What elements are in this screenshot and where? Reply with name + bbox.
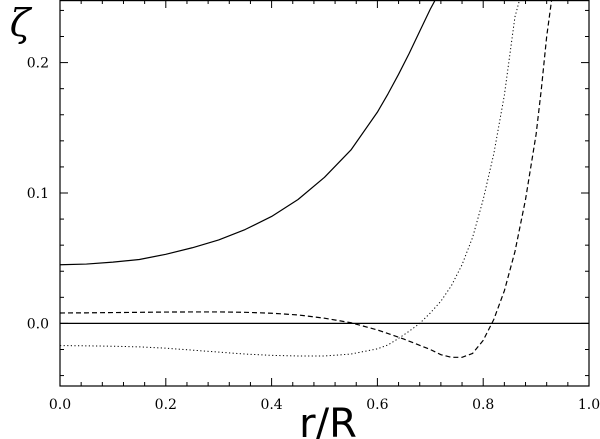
x-tick-label: 1.0: [578, 397, 600, 413]
series-line-dashed: [60, 0, 553, 358]
x-tick-label: 0.6: [366, 397, 388, 413]
y-tick-label: 0.0: [27, 316, 49, 332]
plot-frame: [59, 0, 590, 387]
y-axis-title: ζ: [10, 1, 33, 45]
x-tick-label: 0.2: [155, 397, 177, 413]
x-tick-label: 0.8: [472, 397, 494, 413]
y-tick-label: 0.1: [27, 186, 49, 202]
x-tick-label: 0.4: [260, 397, 282, 413]
series-line-dotted: [60, 0, 521, 357]
y-tick-label: 0.2: [27, 56, 49, 72]
x-tick-label: 0.0: [49, 397, 71, 413]
plot-area: [60, 0, 589, 358]
tick-labels: 0.0 0.2 0.4 0.6 0.8 1.0 0.0 0.1 0.2: [27, 56, 600, 413]
axis-ticks: [59, 0, 590, 386]
series-line-solid: [60, 0, 436, 266]
x-axis-title: r/R: [299, 401, 357, 439]
